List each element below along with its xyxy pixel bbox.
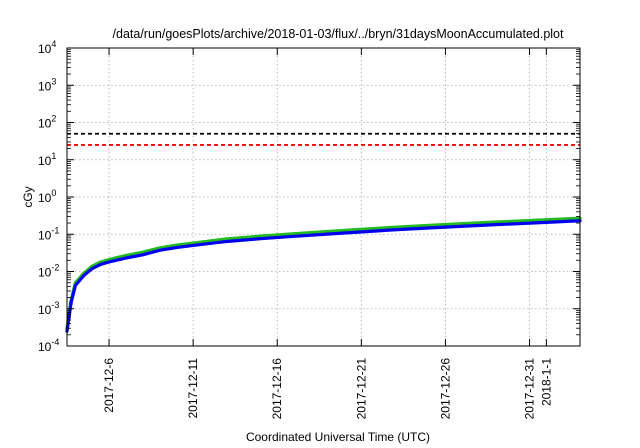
series-line-blue bbox=[65, 219, 582, 333]
grid bbox=[67, 48, 580, 346]
x-tick-label: 2017-12-21 bbox=[354, 358, 368, 420]
chart-title: /data/run/goesPlots/archive/2018-01-03/f… bbox=[113, 27, 564, 41]
x-tick-label: 2017-12-11 bbox=[186, 358, 200, 419]
y-tick-label: 10-2 bbox=[38, 263, 59, 280]
y-tick-label: 10-3 bbox=[38, 300, 59, 317]
x-axis-label: Coordinated Universal Time (UTC) bbox=[246, 430, 430, 444]
series-line-green bbox=[65, 216, 582, 330]
x-tick-label: 2017-12-26 bbox=[438, 358, 452, 420]
y-tick-label: 103 bbox=[38, 76, 56, 93]
y-tick-label: 101 bbox=[38, 151, 56, 168]
reference-lines bbox=[67, 132, 580, 146]
y-tick-label: 10-1 bbox=[38, 225, 59, 242]
x-tick-label: 2017-12-16 bbox=[270, 358, 284, 420]
y-axis: 10-4 10-3 10-2 10-1 100 101 102 103 104 bbox=[38, 39, 580, 354]
x-tick-label: 2017-12-31 bbox=[523, 358, 537, 420]
y-tick-label: 104 bbox=[38, 39, 56, 56]
y-axis-label: cGy bbox=[21, 186, 35, 207]
y-tick-label: 10-4 bbox=[38, 337, 59, 354]
y-tick-label: 102 bbox=[38, 114, 56, 131]
x-tick-label: 2018-1-1 bbox=[539, 358, 553, 406]
series-group bbox=[65, 216, 582, 333]
x-axis: 2017-12-6 2017-12-11 2017-12-16 2017-12-21 2… bbox=[102, 48, 553, 419]
x-tick-label: 2017-12-6 bbox=[102, 358, 116, 413]
y-tick-label: 100 bbox=[38, 188, 56, 205]
